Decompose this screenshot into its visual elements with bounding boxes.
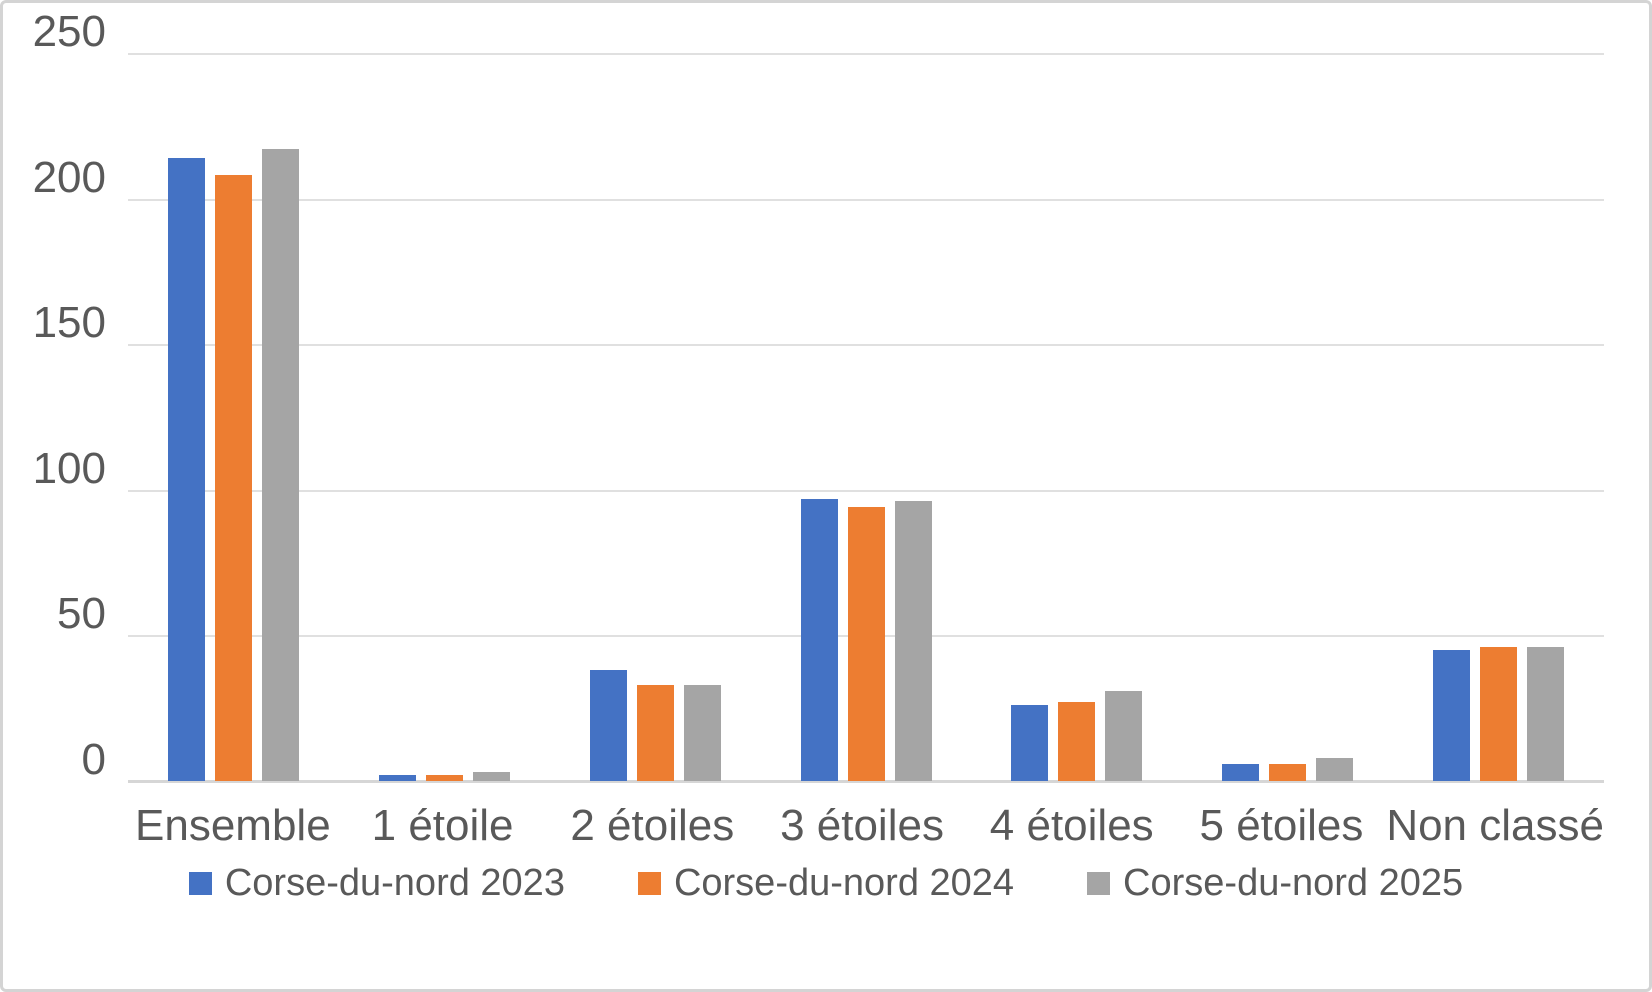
bar-series3-cat4 <box>894 501 932 781</box>
category-label: 1 étoile <box>371 801 514 850</box>
legend: Corse-du-nord 2023 Corse-du-nord 2024 Cors… <box>3 861 1649 905</box>
x-axis-baseline <box>128 780 1604 783</box>
gridline <box>128 53 1604 55</box>
bar-series3-cat6 <box>1316 757 1354 781</box>
bar-series3-cat2 <box>472 772 510 781</box>
gridline <box>128 198 1604 201</box>
plot-area: 0 50 100 150 200 250 Ensemble 1 étoile 2 étoile… <box>33 10 1604 850</box>
bar-series3-cat7 <box>1527 647 1565 781</box>
bar-series3-cat3 <box>683 684 721 781</box>
category-label: 2 étoiles <box>570 801 735 850</box>
y-tick-label: 100 <box>32 443 106 493</box>
y-tick-label: 0 <box>81 735 106 784</box>
gridline <box>128 344 1604 347</box>
bar-group <box>550 53 761 781</box>
bar-series2-cat1 <box>214 175 252 781</box>
category-label: Non classé <box>1386 801 1604 850</box>
category-label: 3 étoiles <box>780 801 944 850</box>
legend-swatch-icon <box>637 871 661 895</box>
bar-series1-cat2 <box>378 775 416 781</box>
category-label: 4 étoiles <box>989 801 1154 850</box>
legend-label: Corse-du-nord 2025 <box>1123 862 1464 904</box>
bar-group <box>339 53 550 781</box>
legend-item: Corse-du-nord 2025 <box>1087 861 1463 905</box>
legend-item: Corse-du-nord 2023 <box>188 861 565 905</box>
bar-series3-cat5 <box>1105 690 1143 781</box>
bar-group <box>128 53 339 781</box>
y-tick-label: 250 <box>32 7 106 56</box>
bar-series3-cat1 <box>261 149 299 781</box>
bar-series1-cat7 <box>1433 649 1471 781</box>
legend-item: Corse-du-nord 2024 <box>637 861 1015 905</box>
gridline <box>128 489 1604 492</box>
category-label: 5 étoiles <box>1199 801 1364 850</box>
bar-group <box>971 53 1182 781</box>
legend-label: Corse-du-nord 2024 <box>673 862 1015 904</box>
bars-layer <box>128 53 1604 781</box>
bar-series1-cat3 <box>589 670 627 781</box>
bar-series2-cat2 <box>425 775 463 781</box>
legend-swatch-icon <box>1087 871 1111 895</box>
y-tick-label: 200 <box>32 152 106 202</box>
y-tick-label: 150 <box>32 298 106 348</box>
bar-series2-cat3 <box>636 684 674 781</box>
y-tick-label: 50 <box>57 589 106 639</box>
bar-group <box>1393 53 1604 781</box>
bar-series2-cat6 <box>1269 763 1307 781</box>
bar-group <box>1182 53 1393 781</box>
bar-series2-cat7 <box>1480 647 1518 781</box>
legend-label: Corse-du-nord 2023 <box>224 862 565 904</box>
bar-series1-cat5 <box>1011 705 1049 781</box>
legend-swatch-icon <box>188 871 212 895</box>
bar-series1-cat4 <box>800 498 838 781</box>
x-axis-category-labels: Ensemble 1 étoile 2 étoiles 3 étoiles 4 étoi… <box>128 802 1604 850</box>
category-label: Ensemble <box>135 801 331 850</box>
bar-series1-cat1 <box>167 157 205 781</box>
bar-series1-cat6 <box>1222 763 1260 781</box>
bar-group <box>761 53 972 781</box>
bar-series2-cat4 <box>847 507 885 781</box>
bar-series2-cat5 <box>1058 702 1096 781</box>
